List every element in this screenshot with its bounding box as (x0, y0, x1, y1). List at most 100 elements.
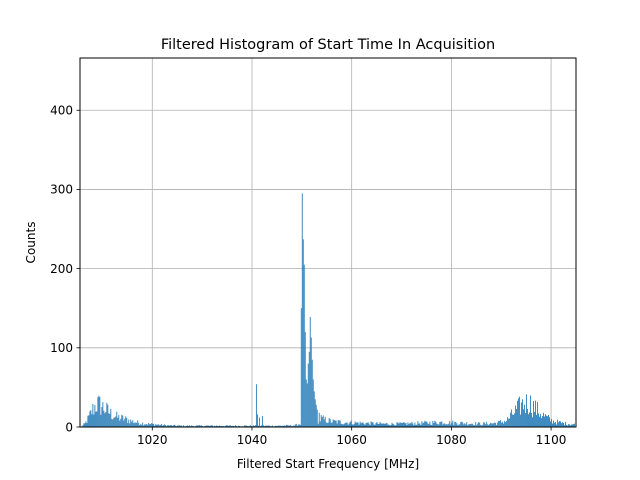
histogram-bar (483, 422, 485, 427)
histogram-bar (415, 424, 417, 427)
histogram-bar (140, 424, 142, 427)
histogram-bar (179, 425, 181, 427)
histogram-bar (339, 420, 341, 427)
histogram-bar (567, 425, 568, 427)
histogram-bar (266, 425, 268, 427)
histogram-bar (345, 422, 347, 427)
histogram-bar (448, 423, 450, 427)
histogram-bar (186, 425, 188, 427)
histogram-bar (458, 424, 460, 427)
histogram-bar (356, 422, 358, 427)
histogram-bar (346, 422, 348, 427)
histogram-bar (180, 425, 182, 427)
histogram-bar (504, 420, 506, 427)
histogram-bar (103, 410, 105, 427)
histogram-bar (472, 423, 474, 427)
histogram-bar (114, 417, 116, 427)
histogram-bar (96, 411, 98, 427)
histogram-bar (340, 423, 342, 427)
histogram-bar (229, 425, 230, 427)
histogram-bar (546, 415, 547, 427)
histogram-bar (95, 411, 97, 427)
histogram-bar (451, 422, 453, 427)
histogram-bar (148, 422, 150, 427)
histogram-bar (118, 415, 120, 427)
histogram-bar (560, 421, 561, 427)
histogram-bar (439, 421, 441, 427)
histogram-bar (301, 193, 303, 427)
histogram-bar (105, 412, 107, 427)
histogram-bar (102, 402, 104, 427)
histogram-bar (506, 420, 508, 427)
histogram-bar (525, 412, 527, 427)
histogram-bar (409, 422, 411, 427)
histogram-bar (86, 422, 88, 427)
histogram-bar (570, 425, 571, 427)
histogram-bar (271, 425, 273, 427)
histogram-bar (518, 398, 520, 427)
histogram-bar (491, 423, 493, 427)
histogram-bar (275, 425, 277, 427)
histogram-bar (131, 421, 133, 427)
histogram-bar (159, 425, 161, 427)
histogram-bar (332, 419, 334, 427)
histogram-bar (528, 414, 529, 427)
histogram-bar (367, 422, 369, 427)
histogram-bar (419, 423, 421, 427)
histogram-bar (207, 425, 208, 427)
histogram-bar (283, 425, 285, 427)
histogram-bar (141, 424, 143, 427)
histogram-bar (435, 421, 437, 427)
histogram-bar (476, 425, 478, 427)
histogram-bar (397, 422, 399, 427)
histogram-bar (408, 424, 410, 427)
histogram-bar (392, 423, 394, 427)
histogram-bar (353, 423, 355, 427)
histogram-bar (511, 409, 513, 427)
histogram-bar (406, 424, 408, 427)
histogram-bar (212, 425, 213, 427)
histogram-bar (306, 383, 308, 427)
histogram-bar (543, 412, 544, 427)
histogram-bar (116, 411, 118, 427)
histogram-bar (496, 425, 498, 427)
histogram-bar (205, 425, 206, 427)
histogram-bar (424, 420, 426, 427)
histogram-bar (90, 409, 92, 427)
histogram-bar (391, 422, 393, 427)
histogram-bar (430, 424, 432, 427)
histogram-bar (325, 422, 327, 427)
histogram-bar (230, 425, 231, 427)
histogram-bar (382, 423, 384, 427)
histogram-bar (427, 423, 429, 427)
histogram-bar (254, 425, 256, 427)
histogram-bar (329, 419, 331, 427)
histogram-bar (425, 421, 427, 427)
histogram-bar (559, 421, 560, 427)
histogram-bar (447, 424, 449, 427)
histogram-bar (403, 422, 405, 427)
histogram-bar (160, 424, 162, 427)
histogram-bar (412, 423, 414, 427)
histogram-bar (344, 423, 346, 427)
histogram-bar (503, 423, 505, 427)
histogram-bar (264, 425, 266, 427)
histogram-bar (347, 424, 349, 427)
histogram-bar (519, 396, 521, 427)
histogram-bar (566, 424, 567, 427)
histogram-bar (164, 424, 166, 427)
histogram-bar (422, 423, 424, 427)
y-tick-label: 0 (65, 420, 73, 434)
histogram-bar (290, 425, 292, 427)
histogram-bar (311, 359, 313, 427)
histogram-bars (81, 193, 575, 427)
histogram-bar (368, 423, 370, 427)
y-tick-label: 100 (50, 341, 73, 355)
histogram-bar (154, 425, 156, 427)
histogram-bar (492, 423, 494, 427)
histogram-bar (168, 425, 170, 427)
histogram-bar (136, 422, 138, 427)
histogram-bar (547, 416, 548, 427)
histogram-bar (328, 417, 330, 427)
